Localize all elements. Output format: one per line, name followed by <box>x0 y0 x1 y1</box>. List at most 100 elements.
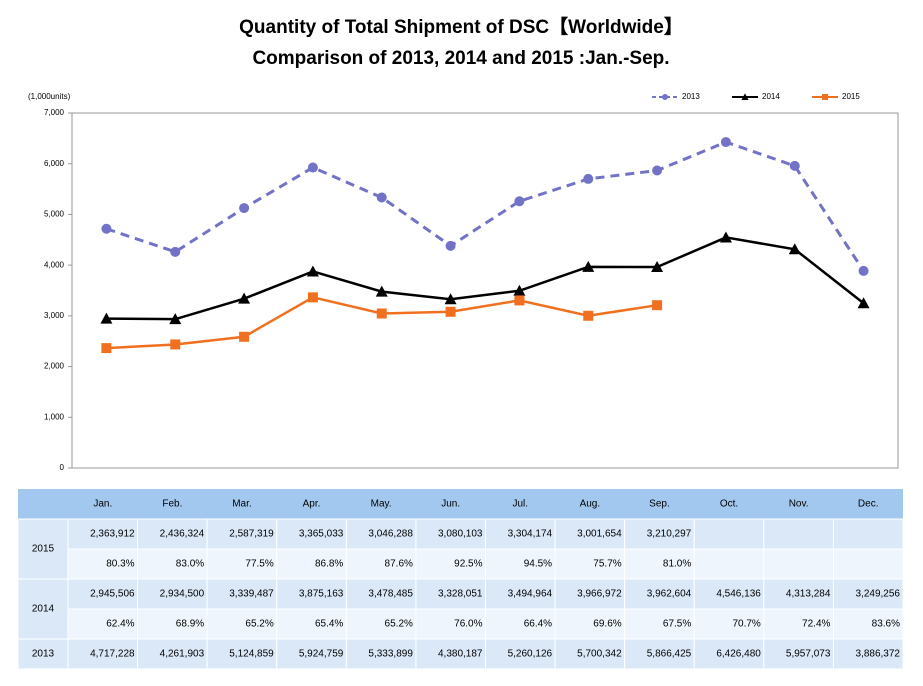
point <box>100 312 113 324</box>
y-tick-label: 7,000 <box>44 108 65 117</box>
table-cell-bg <box>345 518 417 550</box>
table-cell: 86.8% <box>315 559 343 570</box>
table-cell: 3,339,487 <box>229 589 274 600</box>
point <box>376 192 387 203</box>
table-header: Aug. <box>580 499 601 510</box>
point <box>307 292 318 303</box>
table-header-bg <box>18 489 903 519</box>
chart-title: Quantity of Total Shipment of DSC【Worldw… <box>239 15 683 38</box>
table-row-label-bg <box>17 638 69 670</box>
point <box>170 339 181 350</box>
y-tick-label: 3,000 <box>44 311 65 320</box>
point <box>719 231 732 243</box>
table-cell: 5,866,425 <box>647 649 692 660</box>
point <box>857 297 870 309</box>
table-header: Jun. <box>441 499 460 510</box>
table-cell: 76.0% <box>454 619 482 630</box>
table-cell-bg <box>345 638 417 670</box>
table-row-label-bg <box>17 518 69 580</box>
table-cell-bg <box>206 578 278 610</box>
legend-label: 2013 <box>682 92 700 101</box>
series-line <box>106 236 865 321</box>
table-header: Sep. <box>649 499 670 510</box>
table-cell: 4,380,187 <box>438 649 483 660</box>
point <box>583 310 594 321</box>
y-tick-label: 2,000 <box>44 362 65 371</box>
table-cell: 3,249,256 <box>856 589 901 600</box>
point <box>514 196 525 207</box>
table-cell-bg <box>763 548 834 580</box>
table-cell: 3,210,297 <box>647 529 692 540</box>
point <box>789 160 800 171</box>
table-header: Apr. <box>303 499 321 510</box>
table-row-label: 2015 <box>32 544 55 555</box>
table-header: Jan. <box>93 499 112 510</box>
table-cell: 87.6% <box>385 559 413 570</box>
point <box>652 165 663 176</box>
table-cell: 5,957,073 <box>786 649 831 660</box>
table-header: Dec. <box>858 499 879 510</box>
table-cell: 3,304,174 <box>508 529 553 540</box>
table-cell: 4,261,903 <box>160 649 205 660</box>
table-cell-bg <box>832 578 904 610</box>
table-cell-bg <box>624 518 695 550</box>
table-cell: 5,124,859 <box>229 649 274 660</box>
table-cell-bg <box>137 638 208 670</box>
table-cell-bg <box>485 578 556 610</box>
point <box>307 162 318 173</box>
chart-subtitle: Comparison of 2013, 2014 and 2015 :Jan.-… <box>252 48 669 69</box>
table-cell: 70.7% <box>732 619 760 630</box>
table-cell-bg <box>763 608 834 640</box>
table-header: Jul. <box>513 499 529 510</box>
point <box>720 137 731 148</box>
table-cell-bg <box>276 608 347 640</box>
table-cell: 4,546,136 <box>716 589 761 600</box>
point <box>306 265 319 277</box>
table-cell-bg <box>693 518 765 550</box>
series-line <box>106 296 658 350</box>
y-tick-label: 4,000 <box>44 260 65 269</box>
table-row-label: 2013 <box>32 649 55 660</box>
table-cell: 3,001,654 <box>577 529 622 540</box>
table-cell: 94.5% <box>524 559 552 570</box>
table-cell-bg <box>206 638 278 670</box>
point <box>652 300 663 311</box>
table-cell-bg <box>554 518 626 550</box>
table-cell-bg <box>67 608 139 640</box>
table-cell: 81.0% <box>663 559 691 570</box>
table-cell: 3,365,033 <box>299 529 344 540</box>
table-cell-bg <box>415 608 486 640</box>
table-cell: 3,886,372 <box>856 649 901 660</box>
point <box>445 240 456 251</box>
point <box>375 285 388 297</box>
y-tick-label: 5,000 <box>44 210 65 219</box>
table-cell: 77.5% <box>245 559 273 570</box>
legend-marker <box>822 94 828 100</box>
point <box>513 284 526 296</box>
table-cell: 68.9% <box>176 619 204 630</box>
point <box>376 308 387 319</box>
table-cell-bg <box>206 518 278 550</box>
table-cell-bg <box>832 518 904 550</box>
point <box>169 313 182 325</box>
table-cell-bg <box>415 638 486 670</box>
table-cell-bg <box>485 518 556 550</box>
legend-label: 2015 <box>842 92 860 101</box>
y-tick-label: 1,000 <box>44 412 65 421</box>
table-cell: 3,494,964 <box>508 589 553 600</box>
table-cell-bg <box>832 638 904 670</box>
table-cell: 3,046,288 <box>368 529 413 540</box>
table-cell: 2,363,912 <box>90 529 135 540</box>
table-header: Oct. <box>720 499 738 510</box>
y-tick-label: 0 <box>60 463 65 472</box>
table-cell-bg <box>345 608 417 640</box>
table-cell-bg <box>137 518 208 550</box>
table-cell: 67.5% <box>663 619 691 630</box>
table-cell-bg <box>693 548 765 580</box>
point <box>170 246 181 257</box>
legend-marker <box>662 94 668 100</box>
table-cell: 2,945,506 <box>90 589 135 600</box>
table-cell: 5,700,342 <box>577 649 622 660</box>
table-cell: 3,080,103 <box>438 529 483 540</box>
point <box>582 260 595 272</box>
